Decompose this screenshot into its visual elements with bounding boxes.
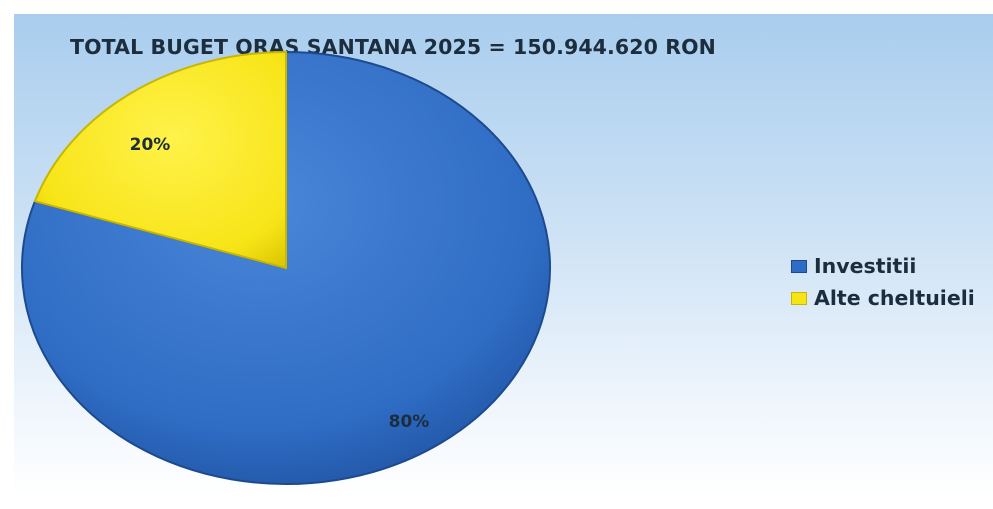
- chart-title: TOTAL BUGET ORAS SANTANA 2025 = 150.944.…: [70, 35, 716, 59]
- legend-item-investitii: Investitii: [791, 250, 975, 282]
- legend-swatch: [791, 291, 807, 305]
- pie-chart: 80% 20%: [21, 50, 551, 485]
- data-label-investitii: 80%: [389, 412, 430, 432]
- legend-item-alte-cheltuieli: Alte cheltuieli: [791, 282, 975, 314]
- legend: Investitii Alte cheltuieli: [791, 250, 975, 314]
- legend-label: Alte cheltuieli: [814, 286, 975, 310]
- data-label-alte-cheltuieli: 20%: [130, 135, 171, 155]
- legend-swatch: [791, 259, 807, 273]
- pie-slice-alte-cheltuieli: [33, 50, 287, 270]
- legend-label: Investitii: [814, 254, 917, 278]
- chart-area: TOTAL BUGET ORAS SANTANA 2025 = 150.944.…: [14, 14, 993, 496]
